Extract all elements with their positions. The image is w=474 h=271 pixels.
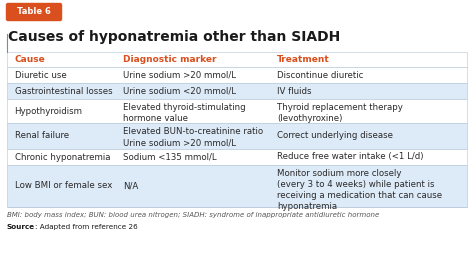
Bar: [7, 83, 467, 99]
Text: Cause: Cause: [15, 55, 46, 64]
Text: Source: Source: [7, 224, 35, 230]
Text: Correct underlying disease: Correct underlying disease: [277, 131, 393, 140]
Text: IV fluids: IV fluids: [277, 86, 311, 95]
Text: Monitor sodium more closely
(every 3 to 4 weeks) while patient is
receiving a me: Monitor sodium more closely (every 3 to …: [277, 169, 442, 211]
Bar: [7, 52, 467, 67]
Text: : Adapted from reference 26: : Adapted from reference 26: [35, 224, 138, 230]
Text: Renal failure: Renal failure: [15, 131, 69, 140]
Text: BMI: body mass index; BUN: blood urea nitrogen; SIADH: syndrome of inappropriate: BMI: body mass index; BUN: blood urea ni…: [7, 212, 379, 218]
Text: Table 6: Table 6: [17, 8, 51, 17]
Text: Treatment: Treatment: [277, 55, 329, 64]
Text: N/A: N/A: [123, 182, 138, 191]
Text: Diagnostic marker: Diagnostic marker: [123, 55, 216, 64]
FancyBboxPatch shape: [7, 4, 62, 21]
Bar: [7, 99, 467, 123]
Text: Diuretic use: Diuretic use: [15, 70, 66, 79]
Text: Gastrointestinal losses: Gastrointestinal losses: [15, 86, 112, 95]
Bar: [7, 149, 467, 165]
Text: Reduce free water intake (<1 L/d): Reduce free water intake (<1 L/d): [277, 153, 423, 162]
Bar: [7, 67, 467, 83]
Text: Hypothyroidism: Hypothyroidism: [15, 107, 82, 115]
Bar: [7, 165, 467, 207]
Text: Thyroid replacement therapy
(levothyroxine): Thyroid replacement therapy (levothyroxi…: [277, 103, 403, 123]
Text: Elevated thyroid-stimulating
hormone value: Elevated thyroid-stimulating hormone val…: [123, 103, 246, 123]
Text: Urine sodium >20 mmol/L: Urine sodium >20 mmol/L: [123, 70, 236, 79]
Text: Sodium <135 mmol/L: Sodium <135 mmol/L: [123, 153, 216, 162]
Text: Low BMI or female sex: Low BMI or female sex: [15, 182, 112, 191]
Bar: [7, 123, 467, 149]
Text: Chronic hyponatremia: Chronic hyponatremia: [15, 153, 110, 162]
Text: Elevated BUN-to-creatinine ratio
Urine sodium >20 mmol/L: Elevated BUN-to-creatinine ratio Urine s…: [123, 127, 263, 147]
Text: Discontinue diuretic: Discontinue diuretic: [277, 70, 363, 79]
Text: Urine sodium <20 mmol/L: Urine sodium <20 mmol/L: [123, 86, 236, 95]
Text: Causes of hyponatremia other than SIADH: Causes of hyponatremia other than SIADH: [8, 30, 340, 44]
